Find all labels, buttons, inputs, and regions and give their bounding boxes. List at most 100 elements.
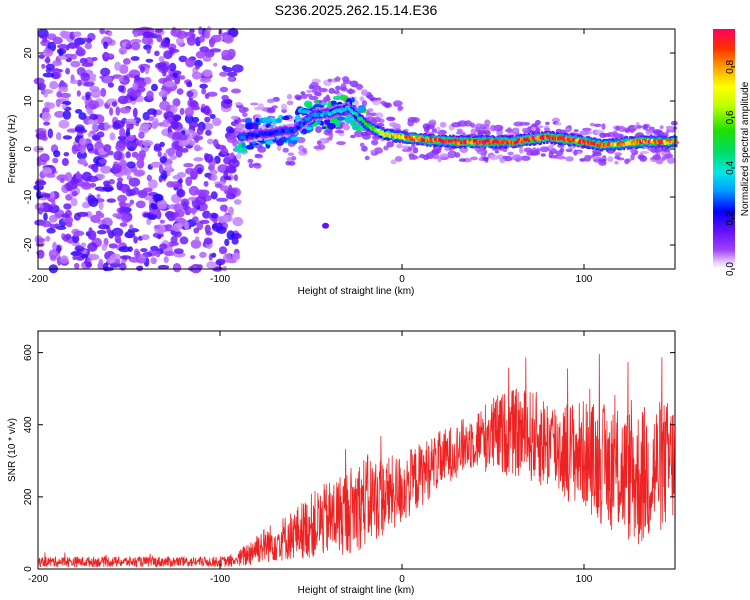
spectrogram-noise-cell xyxy=(130,41,141,51)
spectrogram-track-cell xyxy=(301,120,304,124)
spectrogram-noise-cell xyxy=(184,129,195,135)
spectrogram-noise-cell xyxy=(150,161,162,168)
spectrogram-noise-cell xyxy=(158,90,168,98)
spectrogram-track-cell xyxy=(300,123,303,127)
spectrogram-halo-cell xyxy=(302,147,307,154)
spectrogram-track-cell xyxy=(499,139,502,143)
spectrogram-noise-cell xyxy=(142,187,153,193)
spectrogram-noise-cell xyxy=(40,193,52,198)
spectrogram-halo-cell xyxy=(288,160,296,166)
spectrogram-halo-cell xyxy=(398,105,404,111)
spectrogram-halo-cell xyxy=(470,128,477,136)
spectrogram-halo-cell xyxy=(470,156,479,161)
spectrogram-halo-cell xyxy=(267,107,276,113)
spectrogram-noise-cell xyxy=(48,249,59,259)
spectrogram-noise-cell xyxy=(150,245,159,251)
spectrogram-halo-cell xyxy=(464,120,472,127)
spectrogram-noise-cell xyxy=(173,230,182,238)
spectrogram-noise-cell xyxy=(221,49,231,59)
spectrogram-noise-cell xyxy=(231,237,239,245)
spectrogram-noise-cell xyxy=(98,158,108,164)
spectrogram-noise-cell xyxy=(210,174,218,181)
spectrogram-noise-cell xyxy=(73,230,85,236)
spectrogram-noise-cell xyxy=(140,248,148,253)
spectrogram-noise-cell xyxy=(119,255,132,260)
spectrogram-halo-cell xyxy=(360,131,370,136)
spectrogram-noise-cell xyxy=(129,224,134,230)
spectrogram-noise-cell xyxy=(219,71,228,77)
spectrogram-noise-cell xyxy=(77,79,82,87)
spectrogram-halo-cell xyxy=(361,89,368,96)
spectrogram-noise-cell xyxy=(143,212,150,218)
spectrogram-noise-cell xyxy=(100,87,107,97)
spectrogram-noise-cell xyxy=(226,71,238,77)
spectrogram-noise-cell xyxy=(176,88,184,95)
spectrogram-halo-cell xyxy=(235,123,244,130)
spectrogram-noise-cell xyxy=(199,46,209,53)
spectrogram-noise-cell xyxy=(179,236,189,245)
spectrogram-noise-cell xyxy=(227,75,235,82)
spectrogram-noise-cell xyxy=(45,56,51,64)
spectrogram-noise-cell xyxy=(117,135,127,141)
spectrogram-halo-cell xyxy=(573,129,579,133)
spectrogram-halo-cell xyxy=(543,127,551,132)
spectrogram-halo-cell xyxy=(354,130,364,138)
spectrogram-noise-cell xyxy=(136,86,146,93)
spectrogram-noise-cell xyxy=(230,115,240,120)
spectrogram-halo-cell xyxy=(612,132,620,139)
spectrogram-halo-cell xyxy=(652,129,663,134)
spectrogram-noise-cell xyxy=(196,264,203,269)
spectrogram-noise-cell xyxy=(232,216,244,227)
spectrogram-noise-cell xyxy=(172,114,182,121)
spectrogram-noise-cell xyxy=(74,126,85,132)
spectrogram-noise-cell xyxy=(61,103,67,110)
spectrogram-noise-cell xyxy=(199,251,207,258)
spectrogram-x-tick-label: 0 xyxy=(399,274,405,285)
colorbar-tick-label: 0.0 xyxy=(725,262,736,276)
spectrogram-halo-cell xyxy=(248,162,254,169)
spectrogram-track-cell xyxy=(618,143,621,147)
spectrogram-noise-cell xyxy=(66,128,78,133)
spectrogram-noise-cell xyxy=(222,66,233,73)
spectrogram-halo-cell xyxy=(396,143,403,149)
spectrogram-noise-cell xyxy=(160,40,170,48)
spectrogram-halo-cell xyxy=(313,145,322,150)
spectrogram-noise-cell xyxy=(87,242,98,252)
spectrogram-track-cell xyxy=(267,132,271,136)
spectrogram-halo-cell xyxy=(629,147,636,154)
spectrogram-halo-cell xyxy=(412,147,419,154)
spectrogram-noise-cell xyxy=(123,75,129,81)
spectrogram-noise-cell xyxy=(202,210,211,219)
spectrogram-noise-cell xyxy=(232,252,241,261)
spectrogram-noise-cell xyxy=(126,161,136,169)
spectrogram-halo-cell xyxy=(531,126,537,132)
spectrogram-halo-cell xyxy=(350,134,356,139)
spectrogram-noise-cell xyxy=(106,198,117,203)
spectrogram-signal-cell xyxy=(339,94,349,101)
spectrogram-noise-cell xyxy=(159,219,165,224)
spectrogram-noise-cell xyxy=(119,127,126,138)
spectrogram-noise-cell xyxy=(138,131,145,139)
spectrogram-halo-cell xyxy=(552,117,560,123)
spectrogram-noise-cell xyxy=(209,48,222,53)
spectrogram-y-tick-label: 10 xyxy=(23,95,34,107)
spectrogram-noise-cell xyxy=(114,234,122,244)
spectrogram-x-tick-label: -200 xyxy=(28,274,48,285)
spectrogram-noise-cell xyxy=(96,193,101,199)
spectrogram-halo-cell xyxy=(484,119,491,126)
spectrogram-noise-cell xyxy=(113,150,123,161)
spectrogram-halo-cell xyxy=(359,96,365,102)
spectrogram-track-cell xyxy=(403,136,406,140)
spectrogram-halo-cell xyxy=(482,156,489,161)
spectrogram-halo-cell xyxy=(290,155,297,161)
snr-x-tick-label: 0 xyxy=(399,574,405,585)
spectrogram-noise-cell xyxy=(56,91,63,98)
spectrogram-noise-cell xyxy=(38,54,45,59)
spectrogram-track-cell xyxy=(293,128,297,132)
spectrogram-noise-cell xyxy=(176,188,186,198)
spectrogram-noise-cell xyxy=(141,234,150,241)
spectrogram-noise-cell xyxy=(183,163,194,168)
spectrogram-noise-cell xyxy=(188,121,199,128)
spectrogram-halo-cell xyxy=(512,154,522,161)
spectrogram-signal-cell xyxy=(327,122,336,130)
